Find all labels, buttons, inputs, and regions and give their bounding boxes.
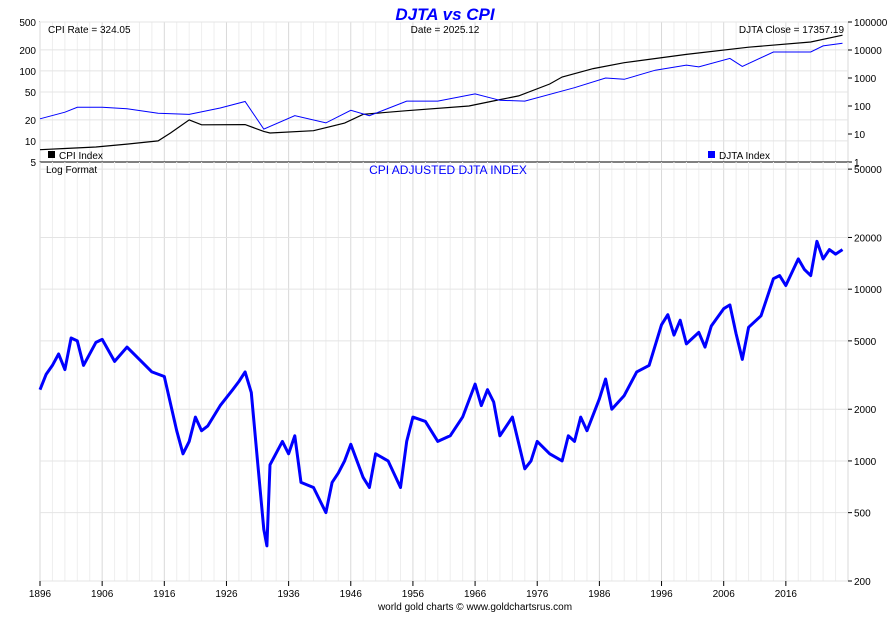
bottom-right-axis: 200 500 1000 2000 5000 10000 20000 50000 xyxy=(848,165,882,588)
x-tick-label: 2016 xyxy=(775,589,798,600)
right-tick-label: 10 xyxy=(854,130,866,141)
x-axis: 1896 1906 1916 1926 1936 1946 1956 1966 1976 1986… xyxy=(29,581,798,600)
right-tick-label: 5000 xyxy=(854,337,877,348)
x-tick-label: 1926 xyxy=(215,589,238,600)
top-left-axis: 5 10 20 50 100 200 500 xyxy=(19,18,36,169)
right-tick-label: 10000 xyxy=(854,285,882,296)
footer-credit: world gold charts © www.goldchartsrus.co… xyxy=(377,602,572,613)
left-tick-label: 20 xyxy=(25,116,37,127)
left-tick-label: 5 xyxy=(30,158,36,169)
right-tick-label: 20000 xyxy=(854,233,882,244)
x-tick-label: 2006 xyxy=(713,589,736,600)
right-tick-label: 200 xyxy=(854,577,871,588)
x-tick-label: 1896 xyxy=(29,589,52,600)
legend-djta-swatch xyxy=(708,151,715,158)
right-tick-label: 1 xyxy=(854,158,860,169)
left-tick-label: 500 xyxy=(19,18,36,29)
x-tick-label: 1936 xyxy=(277,589,300,600)
left-tick-label: 100 xyxy=(19,67,36,78)
right-tick-label: 2000 xyxy=(854,405,877,416)
right-tick-label: 1000 xyxy=(854,457,877,468)
legend-cpi-label: CPI Index xyxy=(59,151,103,162)
x-tick-label: 1906 xyxy=(91,589,114,600)
djta-close-label: DJTA Close = 17357.19 xyxy=(739,25,845,36)
left-tick-label: 50 xyxy=(25,88,37,99)
right-tick-label: 1000 xyxy=(854,74,877,85)
right-tick-label: 100 xyxy=(854,102,871,113)
legend-djta-label: DJTA Index xyxy=(719,151,770,162)
date-label: Date = 2025.12 xyxy=(411,25,480,36)
legend-cpi-swatch xyxy=(48,151,55,158)
x-tick-label: 1986 xyxy=(588,589,611,600)
cpi-adjusted-djta-line xyxy=(38,239,844,548)
left-tick-label: 10 xyxy=(25,137,37,148)
top-right-axis: 1 10 100 1000 10000 100000 xyxy=(848,18,888,169)
bottom-panel-grid xyxy=(39,162,849,582)
x-tick-label: 1966 xyxy=(464,589,487,600)
x-tick-label: 1916 xyxy=(153,589,176,600)
right-tick-label: 50000 xyxy=(854,165,882,176)
x-tick-label: 1976 xyxy=(526,589,549,600)
djta-index-line xyxy=(39,42,843,130)
cpi-rate-label: CPI Rate = 324.05 xyxy=(48,25,131,36)
log-format-label: Log Format xyxy=(46,165,97,176)
right-tick-label: 100000 xyxy=(854,18,888,29)
x-tick-label: 1996 xyxy=(650,589,673,600)
x-tick-label: 1946 xyxy=(340,589,363,600)
right-tick-label: 10000 xyxy=(854,46,882,57)
left-tick-label: 200 xyxy=(19,46,36,57)
bottom-panel-frame xyxy=(39,161,849,582)
bottom-panel-title: CPI ADJUSTED DJTA INDEX xyxy=(369,163,527,177)
cpi-index-line xyxy=(39,34,843,151)
chart-title: DJTA vs CPI xyxy=(395,5,495,24)
x-tick-label: 1956 xyxy=(402,589,425,600)
top-panel-grid xyxy=(39,21,849,163)
right-tick-label: 500 xyxy=(854,509,871,520)
